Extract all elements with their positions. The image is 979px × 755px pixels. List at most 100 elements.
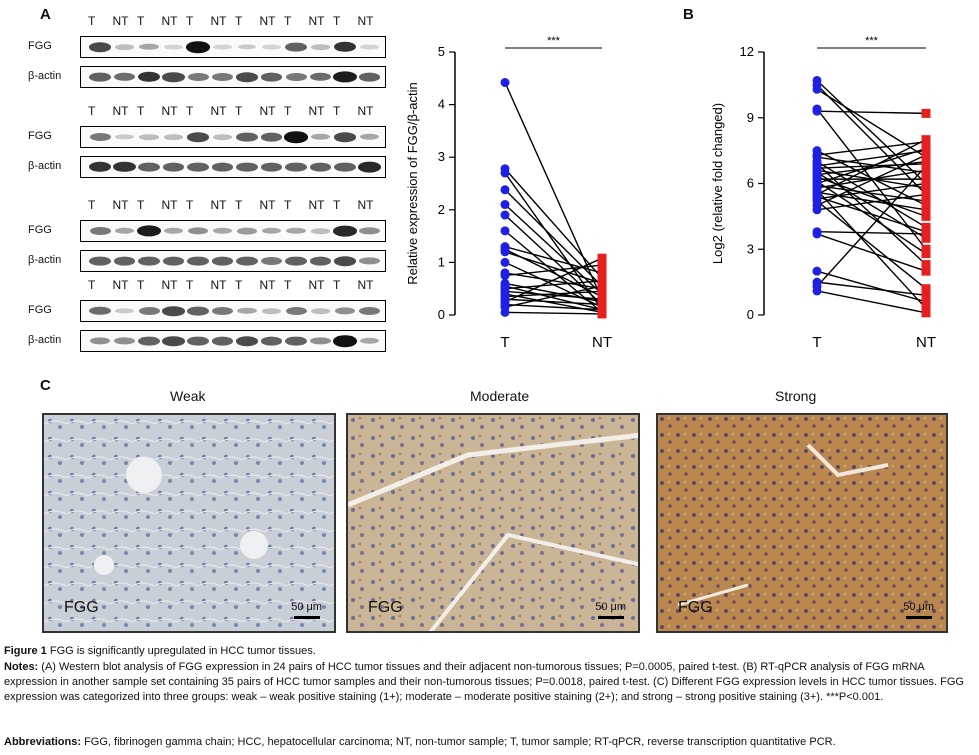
blot-row-label: FGG — [28, 224, 52, 236]
lane-label: T — [186, 104, 194, 118]
y-tick-label: 2 — [438, 202, 445, 217]
pair-line — [816, 165, 927, 287]
tumor-point — [500, 200, 510, 210]
pair-line — [504, 264, 603, 277]
nontumor-point — [597, 309, 607, 319]
lane-label: NT — [161, 278, 178, 292]
lane-label: T — [235, 14, 243, 28]
lane-label: T — [284, 198, 292, 212]
nontumor-point — [597, 281, 607, 291]
blot-band — [213, 44, 232, 50]
ihc-label-weak: FGG — [64, 599, 99, 616]
blot-band — [333, 225, 357, 237]
blot-band — [139, 134, 159, 140]
tumor-point — [812, 106, 822, 116]
blot-band — [285, 307, 307, 315]
lane-label: NT — [112, 104, 129, 118]
scale-bar-weak — [294, 616, 320, 619]
lane-label: NT — [112, 198, 129, 212]
abbreviations-text: FGG, fibrinogen gamma chain; HCC, hepato… — [81, 736, 836, 748]
blot-band — [212, 307, 233, 315]
blot-band — [162, 336, 185, 346]
x-category-label-t: T — [812, 334, 821, 351]
blot-band — [211, 256, 234, 266]
blot-band — [162, 162, 185, 172]
blot-band — [236, 162, 258, 172]
lane-label: T — [333, 278, 341, 292]
lane-label: NT — [308, 14, 325, 28]
lane-label: T — [186, 278, 194, 292]
pair-line — [504, 290, 603, 298]
blot-band — [310, 44, 331, 50]
blot-band — [186, 41, 210, 53]
tumor-point — [812, 205, 822, 215]
pair-line — [504, 168, 603, 279]
pair-line — [504, 204, 603, 295]
blot-band — [358, 72, 381, 82]
pair-line — [816, 200, 927, 290]
blot-band — [309, 256, 332, 266]
y-tick-label: 0 — [747, 307, 754, 322]
pair-line — [816, 180, 927, 255]
blot-band — [285, 336, 307, 346]
blot-band — [115, 134, 134, 140]
blot-row-label: β-actin — [28, 334, 62, 346]
blot-band — [187, 256, 209, 266]
blot-band — [89, 337, 111, 345]
ihc-title-moderate: Moderate — [470, 388, 530, 404]
figure-title-text: FGG is significantly upregulated in HCC … — [46, 645, 316, 657]
blot-band — [114, 337, 135, 345]
blot-band — [88, 42, 112, 52]
paired-expression-chart: 0 1 2 3 4 5 Relative expression of FGG/β-actin… — [405, 35, 612, 351]
figure-notes: Notes: (A) Western blot analysis of FGG … — [4, 660, 974, 705]
blot-band — [285, 162, 307, 172]
lane-label: NT — [210, 198, 227, 212]
nontumor-point — [597, 268, 607, 278]
blot-band — [113, 72, 136, 82]
blot-band — [89, 256, 111, 266]
lane-label: T — [137, 278, 145, 292]
lane-label: T — [88, 104, 96, 118]
pair-line — [504, 257, 603, 303]
abbreviations-label: Abbreviations: — [4, 736, 82, 748]
pair-line — [816, 141, 927, 156]
pair-line — [504, 251, 603, 285]
y-tick-label: 0 — [438, 307, 445, 322]
nontumor-point — [921, 205, 931, 215]
lane-label: T — [333, 14, 341, 28]
blot-band — [138, 162, 160, 172]
blot-band — [187, 306, 209, 316]
pair-line — [816, 154, 927, 207]
y-tick-label: 4 — [438, 97, 445, 112]
blot-band — [333, 41, 357, 53]
nontumor-point — [597, 294, 607, 304]
y-tick-label: 3 — [438, 149, 445, 164]
blot-band — [261, 257, 282, 265]
lane-label: NT — [357, 14, 374, 28]
pair-line — [504, 311, 603, 315]
nontumor-point — [921, 150, 931, 160]
panel-c-letter: C — [40, 377, 51, 394]
pair-line — [816, 290, 927, 314]
blot-strip — [80, 156, 386, 178]
blot-band — [284, 131, 308, 143]
blot-band — [262, 44, 281, 50]
nontumor-point — [921, 284, 931, 294]
blot-band — [162, 306, 185, 316]
blot-band — [333, 71, 357, 83]
y-tick-label: 9 — [747, 110, 754, 125]
ihc-image-weak: FGG 50 μm — [42, 413, 336, 633]
blot-band — [187, 162, 209, 172]
blot-band — [89, 72, 111, 82]
blot-band — [89, 227, 111, 235]
lane-label: NT — [259, 104, 276, 118]
blot-band — [186, 132, 210, 142]
nontumor-point — [921, 260, 931, 270]
nontumor-point — [921, 211, 931, 221]
blot-band — [285, 42, 307, 52]
blot-band — [235, 336, 259, 346]
lane-label: NT — [357, 198, 374, 212]
y-tick-label: 6 — [747, 176, 754, 191]
blot-band — [211, 336, 234, 346]
blot-strip — [80, 300, 386, 322]
